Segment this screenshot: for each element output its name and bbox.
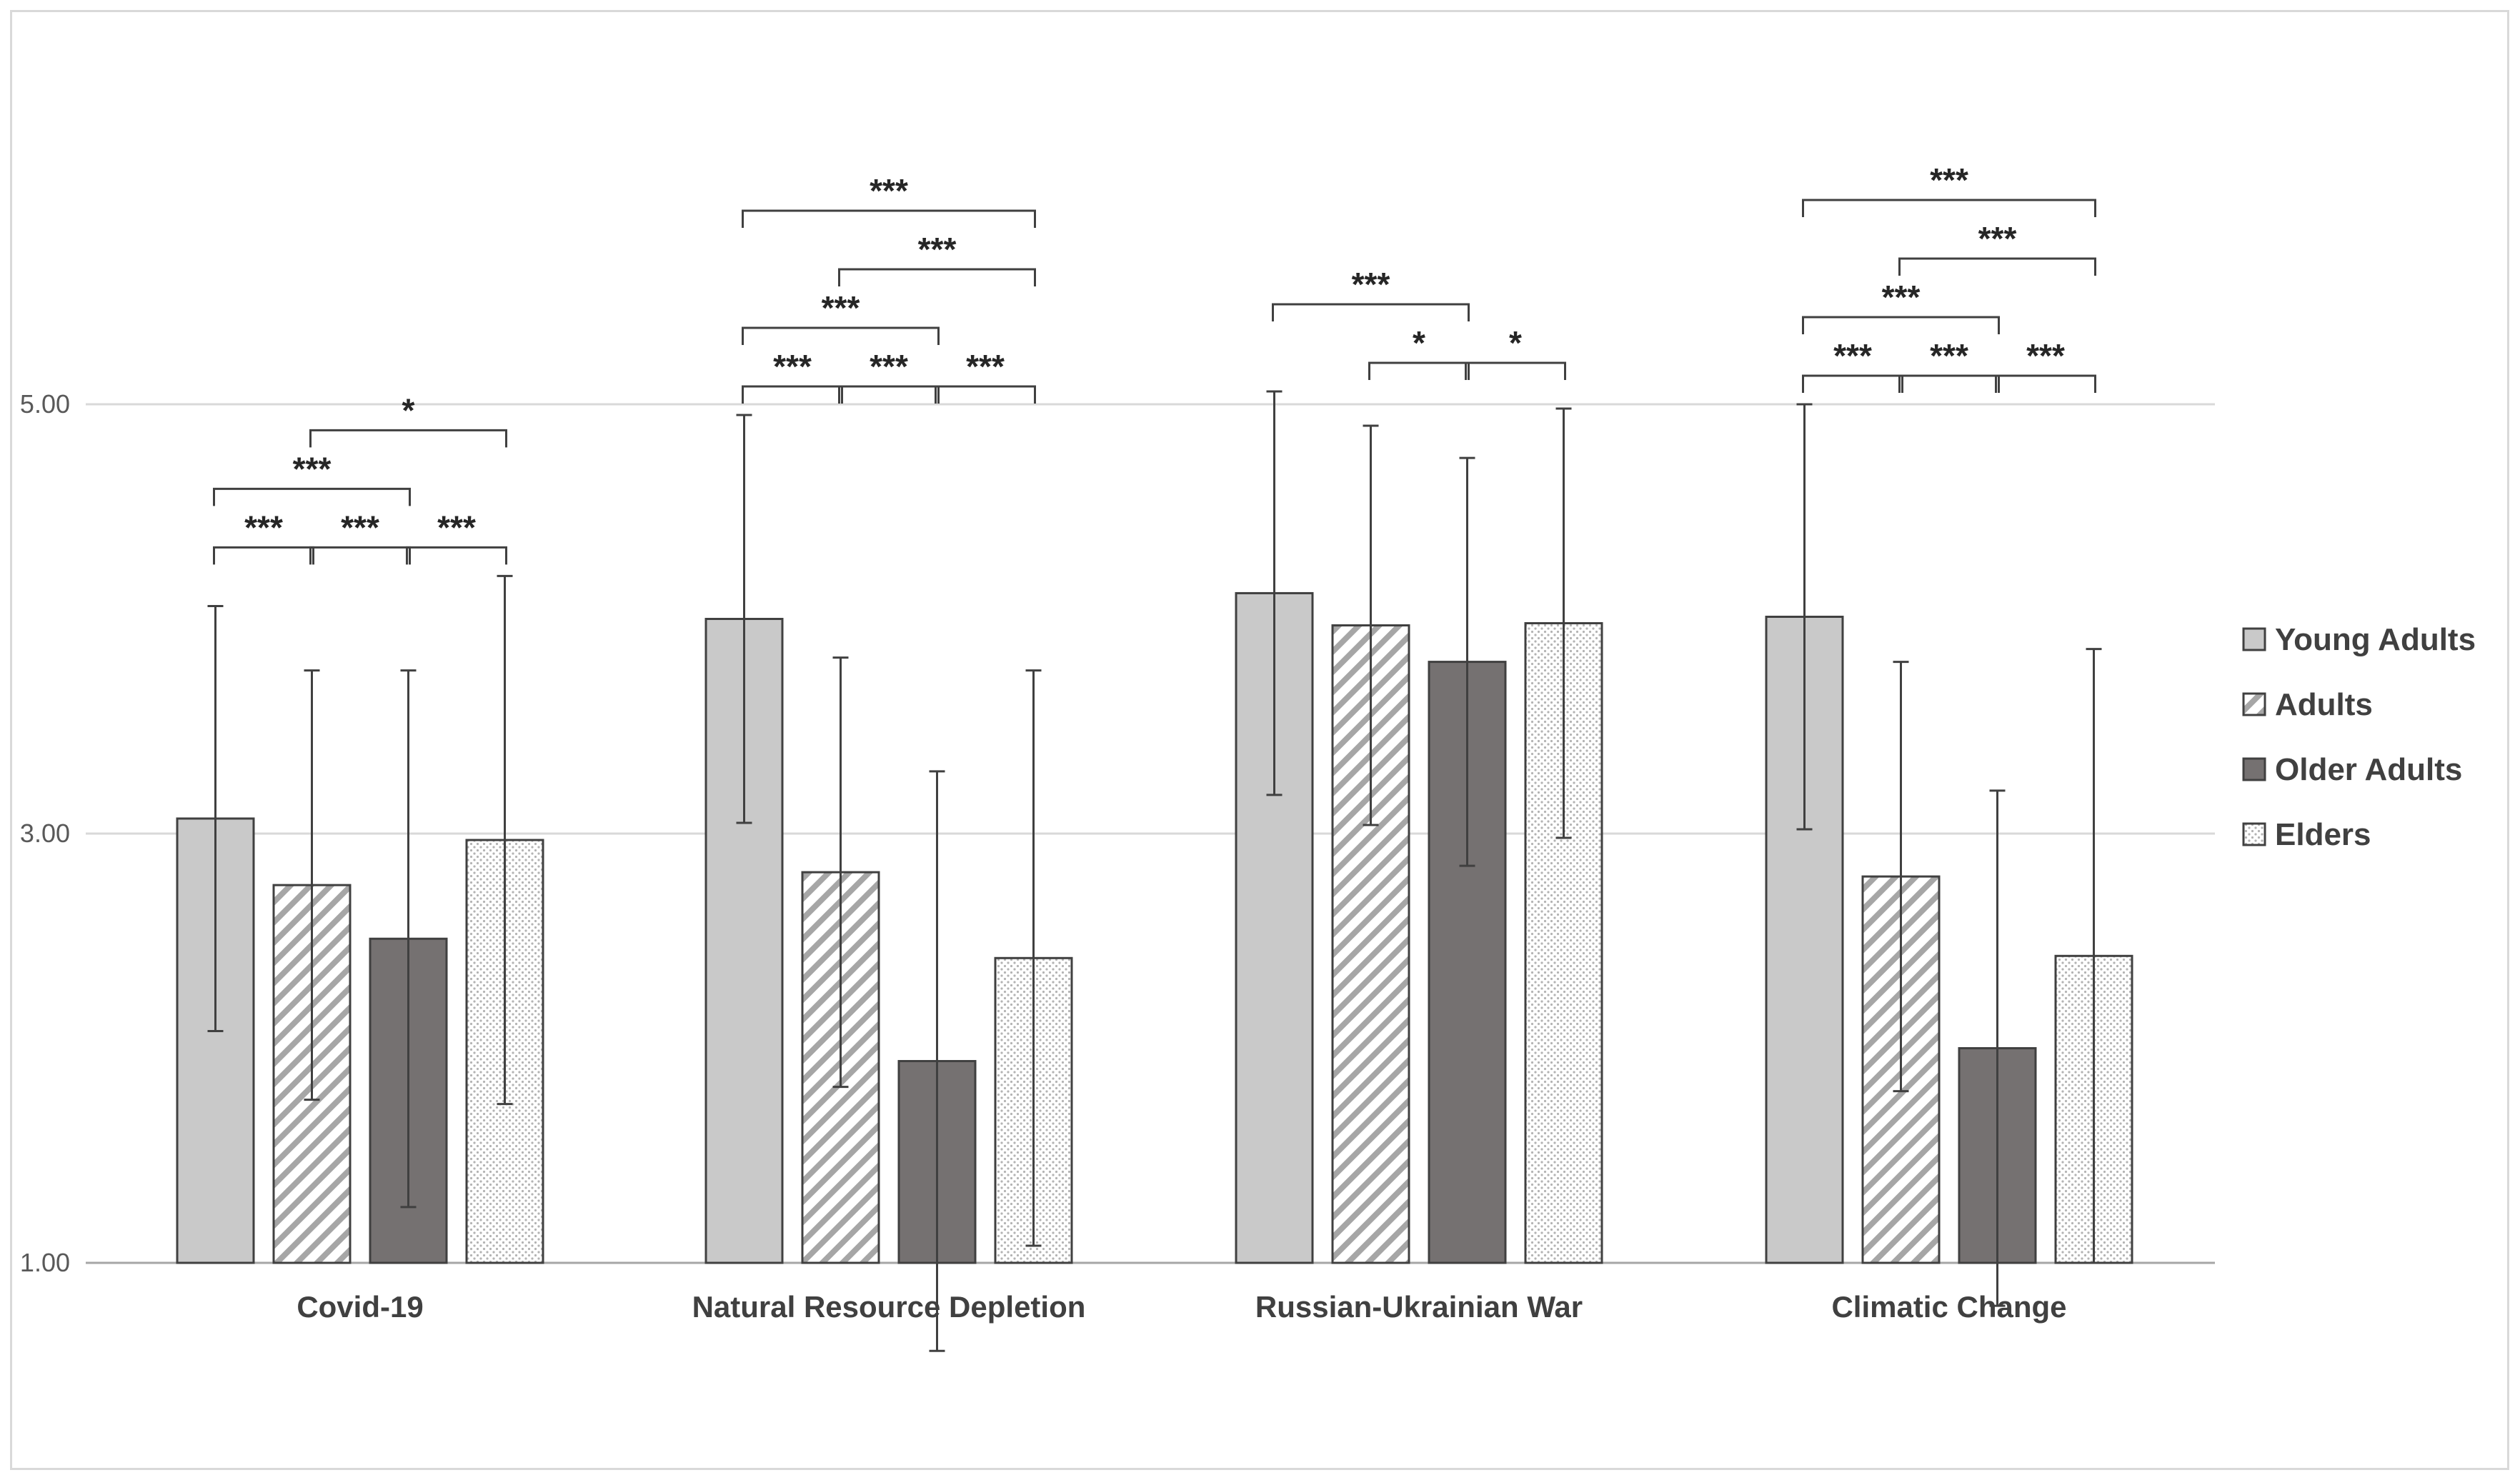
legend: Young Adults Adults Older Adults Elders <box>2242 622 2476 852</box>
error-bars <box>207 390 2102 1352</box>
significance-bracket <box>1802 199 2096 217</box>
significance-label: * <box>1509 324 1522 361</box>
significance-bracket <box>1898 374 2000 393</box>
significance-label: *** <box>918 231 957 268</box>
significance-label: *** <box>1352 266 1390 303</box>
significance-bracket <box>838 268 1036 287</box>
significance-label: *** <box>293 450 332 487</box>
significance-label: *** <box>1930 161 1968 199</box>
x-axis: Covid-19 Natural Resource Depletion Russia… <box>297 1290 2066 1324</box>
significance-bracket <box>1802 374 1903 393</box>
significance-label: *** <box>870 172 908 209</box>
bar <box>1235 591 1314 1264</box>
significance-bracket <box>213 487 411 506</box>
significance-label: *** <box>773 348 812 385</box>
legend-swatch <box>2242 692 2266 716</box>
significance-label: *** <box>1882 279 1921 316</box>
category-label: Russian-Ukrainian War <box>1255 1290 1583 1324</box>
y-axis: 1.00 3.00 5.00 <box>20 389 70 1277</box>
legend-label: Elders <box>2275 817 2371 852</box>
category-label: Covid-19 <box>297 1290 423 1324</box>
significance-label: * <box>1413 324 1425 361</box>
significance-label: *** <box>870 348 908 385</box>
legend-swatch <box>2242 757 2266 781</box>
y-tick-label: 1.00 <box>20 1248 70 1277</box>
significance-label: *** <box>1930 337 1968 374</box>
significance-bracket <box>406 546 507 565</box>
significance-bracket <box>1368 361 1470 380</box>
significance-label: * <box>402 391 415 429</box>
significance-bracket <box>1272 303 1470 321</box>
y-tick-label: 5.00 <box>20 389 70 419</box>
significance-label: *** <box>1978 220 2017 257</box>
significance-bracket <box>1465 361 1566 380</box>
y-tick-label: 3.00 <box>20 819 70 848</box>
category-label: Natural Resource Depletion <box>692 1290 1086 1324</box>
significance-bracket <box>1898 257 2096 276</box>
category-label: Climatic Change <box>1831 1290 2066 1324</box>
significance-brackets: *** *** ********** *** ************* ******* *… <box>213 161 2096 565</box>
significance-label: *** <box>822 289 860 326</box>
significance-bracket <box>213 546 314 565</box>
significance-label: *** <box>244 509 283 546</box>
legend-label: Adults <box>2275 687 2373 722</box>
significance-bracket <box>742 209 1036 229</box>
legend-label: Young Adults <box>2275 622 2476 657</box>
legend-swatch <box>2242 822 2266 846</box>
significance-bracket <box>309 429 507 448</box>
significance-bracket <box>1995 374 2096 393</box>
legend-label: Older Adults <box>2275 752 2462 787</box>
significance-bracket <box>309 546 411 565</box>
significance-label: *** <box>2026 337 2065 374</box>
bars <box>176 591 2133 1264</box>
significance-label: *** <box>966 348 1005 385</box>
legend-swatch <box>2242 627 2266 651</box>
significance-bracket <box>935 385 1036 404</box>
significance-bracket <box>742 326 940 346</box>
significance-bracket <box>1802 316 2000 334</box>
significance-bracket <box>838 385 940 404</box>
significance-label: *** <box>437 509 476 546</box>
significance-bracket <box>742 385 843 404</box>
significance-label: *** <box>1833 337 1872 374</box>
significance-label: *** <box>341 509 379 546</box>
